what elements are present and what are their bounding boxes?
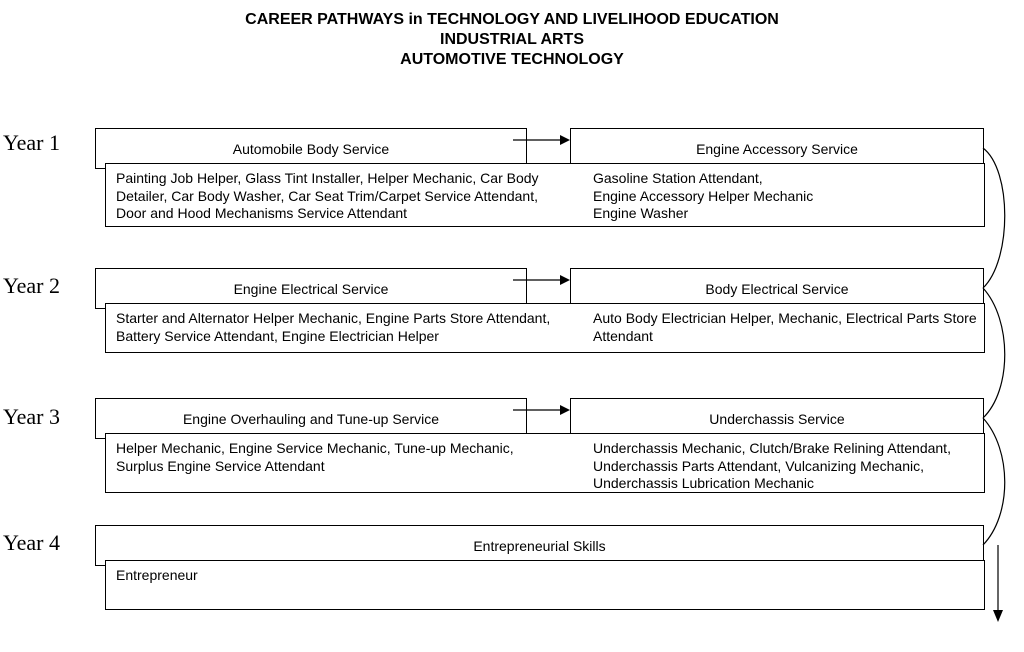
y2-right-desc: Auto Body Electrician Helper, Mechanic, …: [593, 310, 983, 345]
year-3-label: Year 3: [0, 404, 60, 430]
year-1-label: Year 1: [0, 130, 60, 156]
y1-left-title: Automobile Body Service: [233, 141, 389, 157]
y1-left-desc: Painting Job Helper, Glass Tint Installe…: [116, 170, 556, 223]
y2-left-desc: Starter and Alternator Helper Mechanic, …: [116, 310, 556, 345]
diagram-canvas: CAREER PATHWAYS in TECHNOLOGY AND LIVELI…: [0, 0, 1024, 652]
y3-left-desc: Helper Mechanic, Engine Service Mechanic…: [116, 440, 556, 475]
y4-desc: Entrepreneur: [116, 567, 198, 585]
y2-desc-box: Starter and Alternator Helper Mechanic, …: [105, 303, 985, 353]
y4-title: Entrepreneurial Skills: [473, 538, 605, 554]
y4-desc-box: Entrepreneur: [105, 560, 985, 610]
heading-line-2: INDUSTRIAL ARTS: [440, 31, 584, 48]
y2-left-title: Engine Electrical Service: [234, 281, 389, 297]
heading-line-3: AUTOMOTIVE TECHNOLOGY: [400, 51, 624, 68]
y1-desc-box: Painting Job Helper, Glass Tint Installe…: [105, 163, 985, 227]
y1-right-desc: Gasoline Station Attendant, Engine Acces…: [593, 170, 813, 223]
heading-line-1: CAREER PATHWAYS in TECHNOLOGY AND LIVELI…: [245, 11, 779, 28]
y3-left-title: Engine Overhauling and Tune-up Service: [183, 411, 439, 427]
year-2-label: Year 2: [0, 273, 60, 299]
y3-right-desc: Underchassis Mechanic, Clutch/Brake Reli…: [593, 440, 983, 493]
y3-desc-box: Helper Mechanic, Engine Service Mechanic…: [105, 433, 985, 493]
page-title: CAREER PATHWAYS in TECHNOLOGY AND LIVELI…: [0, 10, 1024, 70]
y1-right-title: Engine Accessory Service: [696, 141, 858, 157]
y3-right-title: Underchassis Service: [709, 411, 844, 427]
y2-right-title: Body Electrical Service: [705, 281, 848, 297]
final-down-arrow: [993, 545, 1003, 622]
year-4-label: Year 4: [0, 530, 60, 556]
